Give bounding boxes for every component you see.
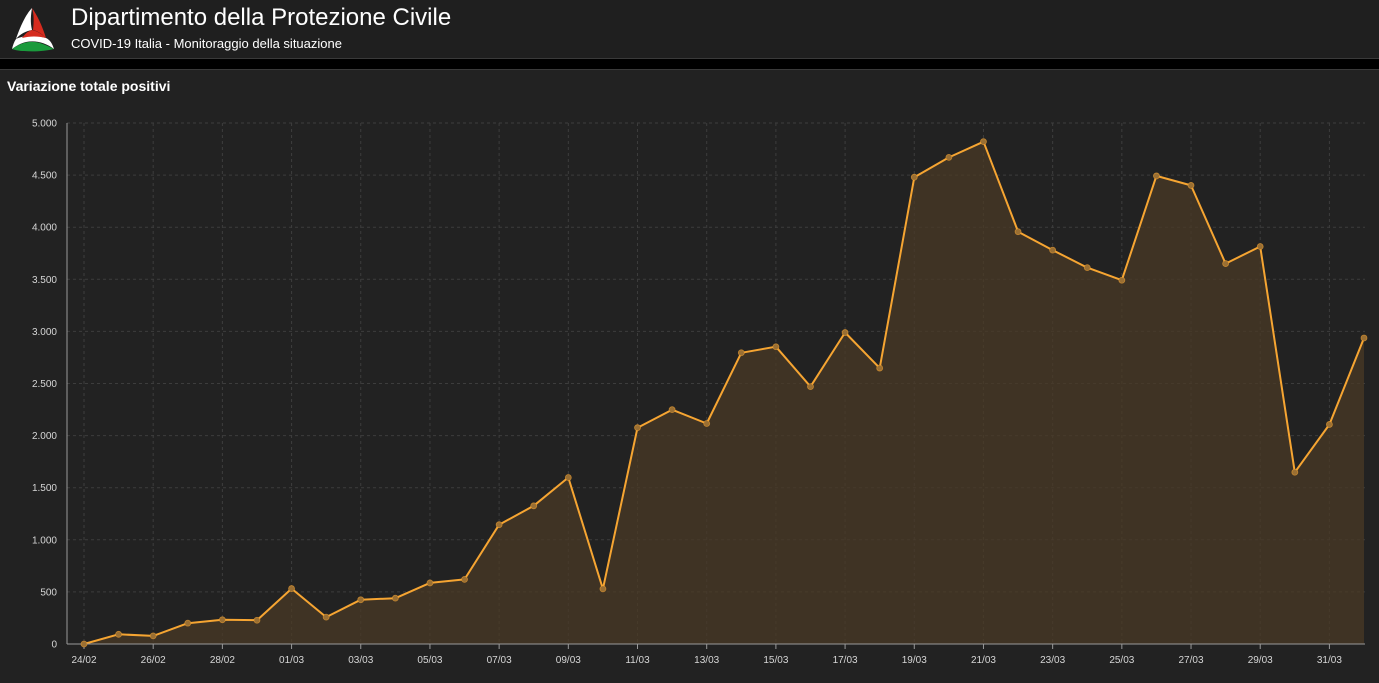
data-point [564,474,572,481]
data-point [253,616,261,624]
y-tick-label: 2.500 [32,379,57,390]
data-point [599,585,607,593]
data-point [807,383,814,391]
x-tick-label: 17/03 [833,655,858,666]
data-point [668,406,676,414]
x-tick-label: 09/03 [556,655,581,666]
y-tick-label: 4.500 [32,171,57,182]
data-point [322,613,330,621]
series-area-fill [84,141,1364,644]
y-tick-label: 3.500 [32,275,57,286]
data-point [218,616,226,624]
data-point [1187,182,1195,189]
chart-points [80,138,1368,648]
data-point [1222,260,1230,267]
x-tick-label: 03/03 [348,655,373,666]
data-point [1083,264,1091,272]
area-chart[interactable]: 0 500 1.000 1.500 2.000 2.500 3.000 3.500 4.000 4… [0,70,1379,683]
app-header: Dipartimento della Protezione Civile COV… [0,0,1379,59]
data-point [1014,228,1022,236]
data-point [495,521,503,529]
y-tick-label: 0 [51,640,57,651]
x-tick-label: 25/03 [1109,655,1134,666]
y-tick-label: 2.000 [32,431,57,442]
x-tick-label: 23/03 [1040,655,1065,666]
x-tick-label: 29/03 [1248,655,1273,666]
chart-title: Variazione totale positivi [7,78,171,94]
x-tick-label: 26/02 [141,655,166,666]
app-title: Dipartimento della Protezione Civile [71,4,452,31]
data-point [1326,421,1333,428]
data-point [530,502,538,510]
data-point [357,596,365,604]
data-point [910,173,918,181]
data-point [80,640,88,648]
data-point [737,349,745,357]
data-point [288,585,295,592]
chart-axes: 0 500 1.000 1.500 2.000 2.500 3.000 3.500 4.000 4… [32,119,1365,666]
data-point [841,329,849,336]
chart-panel: Variazione totale positivi 0 500 1.000 1.50… [0,69,1379,683]
data-point [634,424,641,432]
x-tick-label: 24/02 [71,655,96,666]
y-tick-label: 4.000 [32,223,57,234]
data-point [461,575,468,583]
x-tick-label: 13/03 [694,655,719,666]
data-point [1153,172,1160,180]
x-tick-label: 28/02 [210,655,235,666]
x-tick-label: 15/03 [763,655,788,666]
x-tick-label: 19/03 [902,655,927,666]
data-point [1118,276,1126,284]
data-point [1291,468,1299,476]
data-point [115,630,122,638]
data-point [1049,246,1057,254]
x-tick-label: 07/03 [487,655,512,666]
protezione-civile-logo [12,8,54,52]
data-point [184,619,192,627]
data-point [1256,243,1264,250]
series-line [83,140,1365,645]
y-tick-label: 500 [40,587,57,598]
x-tick-label: 05/03 [417,655,442,666]
data-point [149,632,157,640]
data-point [1360,334,1368,342]
x-tick-label: 01/03 [279,655,304,666]
chart-area-layer [83,140,1365,645]
y-tick-label: 3.000 [32,327,57,338]
data-point [980,138,987,146]
y-tick-label: 5.000 [32,119,57,130]
y-tick-label: 1.500 [32,483,57,494]
x-tick-label: 27/03 [1179,655,1204,666]
data-point [876,364,884,372]
data-point [945,153,953,161]
data-point [772,343,780,351]
x-tick-label: 21/03 [971,655,996,666]
app-subtitle: COVID-19 Italia - Monitoraggio della sit… [71,36,342,51]
x-tick-label: 11/03 [625,655,650,666]
data-point [703,420,711,427]
data-point [426,579,434,587]
x-tick-label: 31/03 [1317,655,1342,666]
data-point [391,594,399,602]
y-tick-label: 1.000 [32,535,57,546]
